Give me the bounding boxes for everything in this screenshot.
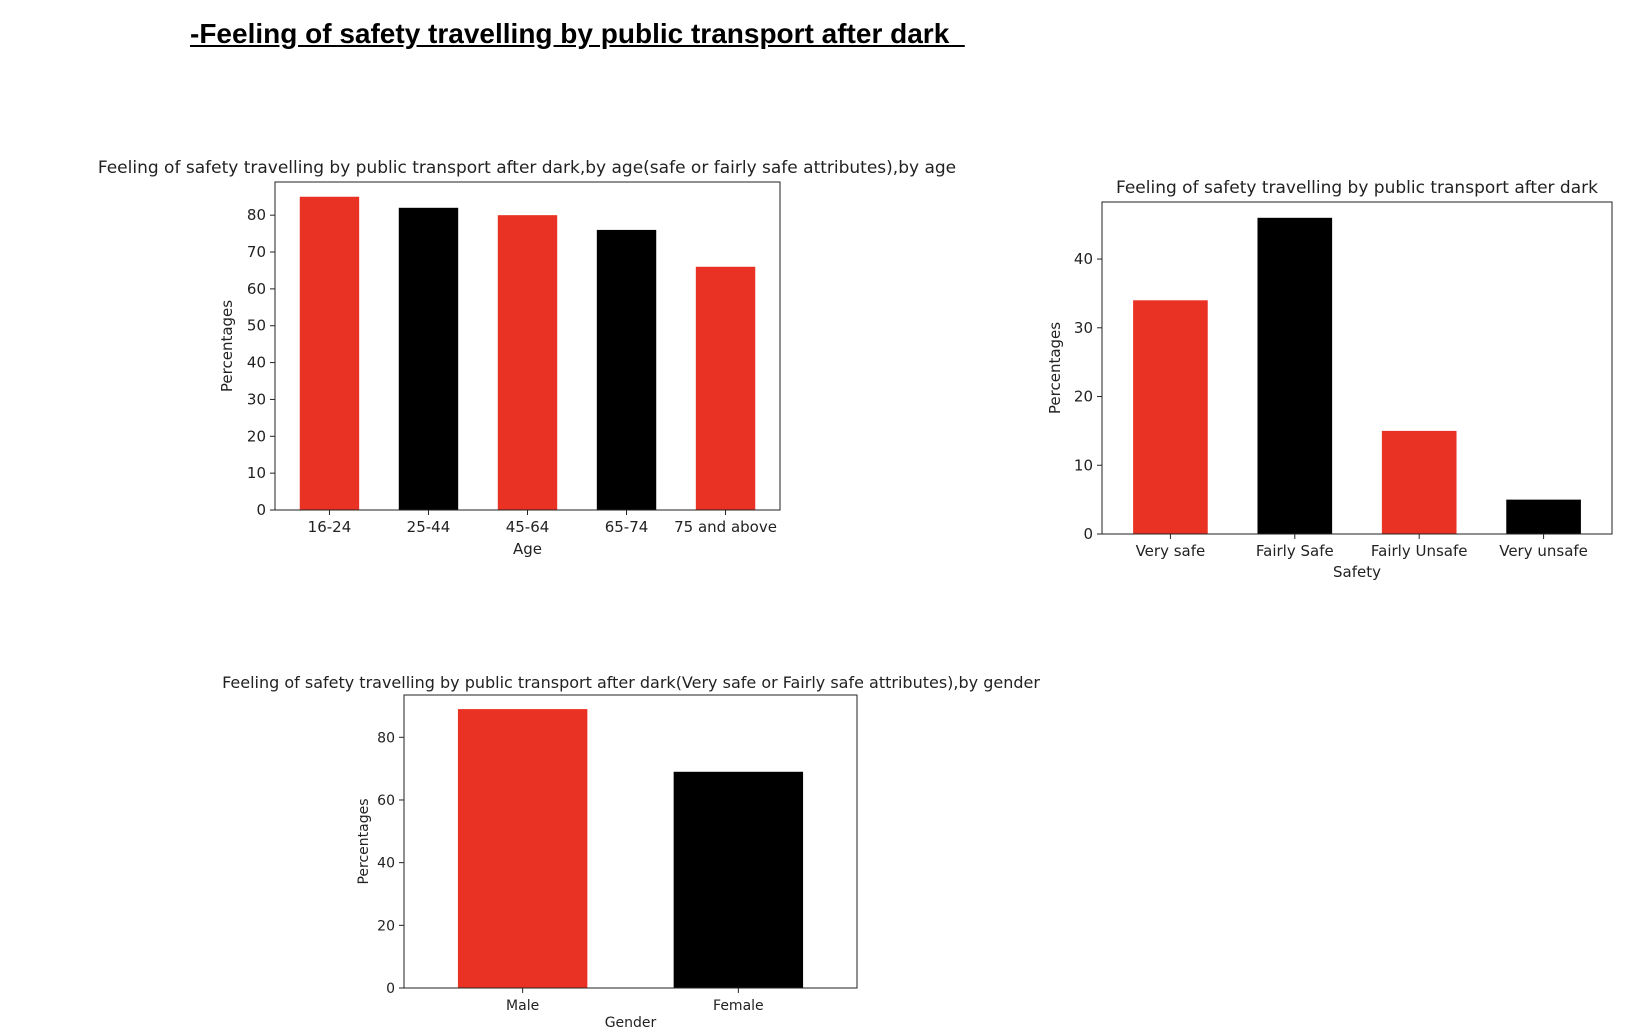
y-tick-label: 0 <box>386 981 395 997</box>
y-axis-label: Percentages <box>356 798 372 884</box>
bar-75-and-above <box>695 266 756 510</box>
y-tick-label: 20 <box>1074 388 1093 406</box>
x-tick-label: 25-44 <box>407 518 451 536</box>
y-tick-label: 40 <box>377 856 395 872</box>
y-tick-label: 80 <box>247 206 266 224</box>
y-tick-label: 80 <box>377 730 395 746</box>
bar-male <box>457 709 588 988</box>
x-tick-label: Very unsafe <box>1499 542 1588 560</box>
y-tick-label: 60 <box>377 793 395 809</box>
bar-65-74 <box>596 229 657 511</box>
y-tick-label: 0 <box>1083 525 1093 543</box>
bar-fairly-safe <box>1257 217 1333 535</box>
x-tick-label: Female <box>713 998 764 1014</box>
x-axis-label: Age <box>513 540 542 558</box>
y-tick-label: 70 <box>247 243 266 261</box>
y-tick-label: 20 <box>377 918 395 934</box>
y-axis-label: Percentages <box>1046 322 1064 414</box>
x-tick-label: 65-74 <box>605 518 649 536</box>
bar-fairly-unsafe <box>1381 430 1457 534</box>
y-axis-label: Percentages <box>218 300 236 392</box>
y-tick-label: 0 <box>256 501 266 519</box>
chart-title: Feeling of safety travelling by public t… <box>222 673 1040 692</box>
x-tick-label: 16-24 <box>308 518 352 536</box>
x-tick-label: Male <box>506 998 539 1014</box>
axes-frame <box>1101 201 1613 535</box>
y-tick-label: 40 <box>247 354 266 372</box>
y-tick-label: 50 <box>247 317 266 335</box>
bar-very-safe <box>1133 300 1208 534</box>
y-tick-label: 60 <box>247 280 266 298</box>
bar-45-64 <box>497 215 558 511</box>
bar-16-24 <box>299 196 360 510</box>
y-tick-label: 10 <box>247 464 266 482</box>
x-tick-label: Fairly Safe <box>1256 542 1334 560</box>
x-tick-label: 45-64 <box>506 518 550 536</box>
y-tick-label: 30 <box>247 390 266 408</box>
bar-25-44 <box>398 207 459 510</box>
x-tick-label: Fairly Unsafe <box>1371 542 1468 560</box>
page-title: -Feeling of safety travelling by public … <box>190 18 965 49</box>
axes-frame <box>403 694 858 989</box>
x-tick-label: 75 and above <box>674 518 777 536</box>
chart-title: Feeling of safety travelling by public t… <box>98 158 956 178</box>
bar-very-unsafe <box>1506 499 1581 534</box>
chart-title: Feeling of safety travelling by public t… <box>1116 178 1598 198</box>
y-tick-label: 20 <box>247 427 266 445</box>
bar-female <box>673 771 804 988</box>
y-tick-label: 30 <box>1074 319 1093 337</box>
y-tick-label: 10 <box>1074 456 1093 474</box>
y-tick-label: 40 <box>1074 250 1093 268</box>
x-axis-label: Gender <box>605 1015 657 1028</box>
axes-frame <box>274 181 781 511</box>
x-axis-label: Safety <box>1333 563 1381 581</box>
x-tick-label: Very safe <box>1136 542 1206 560</box>
